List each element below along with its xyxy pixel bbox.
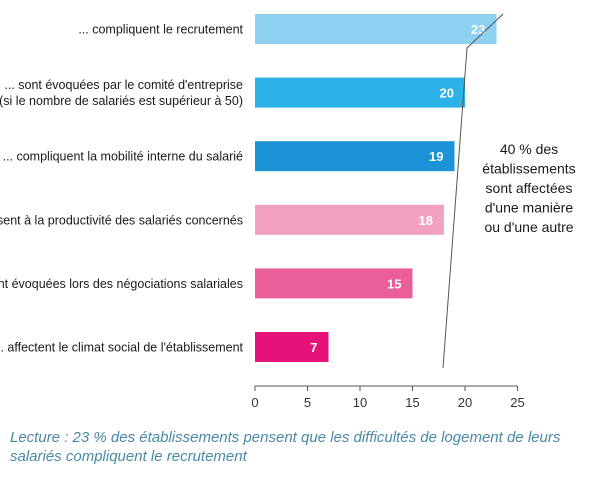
- bar-3: [255, 204, 444, 235]
- bar-value-1: 20: [440, 86, 454, 101]
- bar-5: [255, 332, 329, 362]
- x-tick-label-4: 20: [458, 395, 472, 410]
- bar-1: [255, 77, 465, 108]
- category-label-3: ... nuisent à la productivité des salari…: [0, 213, 243, 227]
- annotation-line-1: établissements: [482, 161, 575, 177]
- x-tick-label-0: 0: [251, 395, 258, 410]
- annotation-bracket: [442, 13, 504, 369]
- bar-value-4: 15: [387, 276, 401, 291]
- bar-4: [255, 268, 413, 299]
- category-label-2: ... compliquent la mobilité interne du s…: [3, 150, 243, 164]
- bar-chart: 0 5 10 15 20 25 23 ... compliquent le recruteme…: [0, 13, 576, 410]
- category-label-5: ... affectent le climat social de l'étab…: [0, 341, 244, 355]
- bar-value-3: 18: [419, 213, 433, 228]
- bar-2: [255, 141, 455, 172]
- x-tick-label-1: 5: [304, 395, 311, 410]
- annotation-line-3: d'une manière: [485, 200, 574, 216]
- x-tick-label-5: 25: [510, 395, 524, 410]
- category-label-1-0: ... sont évoquées par le comité d'entrep…: [4, 78, 243, 92]
- category-label-4: ... sont évoquées lors des négociations …: [0, 277, 243, 291]
- annotation-line-4: ou d'une autre: [484, 219, 573, 235]
- bar-value-5: 7: [310, 340, 317, 355]
- category-label-1-1: (si le nombre de salariés est supérieur …: [0, 94, 243, 108]
- bar-0: [255, 14, 497, 44]
- chart-caption: Lecture : 23 % des établissements pensen…: [10, 429, 561, 465]
- bar-value-0: 23: [471, 22, 485, 37]
- bar-value-2: 19: [429, 149, 443, 164]
- annotation-line-2: sont affectées: [486, 180, 573, 196]
- category-label-0: ... compliquent le recrutement: [78, 23, 243, 37]
- annotation-line-0: 40 % des: [500, 141, 558, 157]
- x-tick-label-3: 15: [405, 395, 419, 410]
- x-tick-label-2: 10: [353, 395, 367, 410]
